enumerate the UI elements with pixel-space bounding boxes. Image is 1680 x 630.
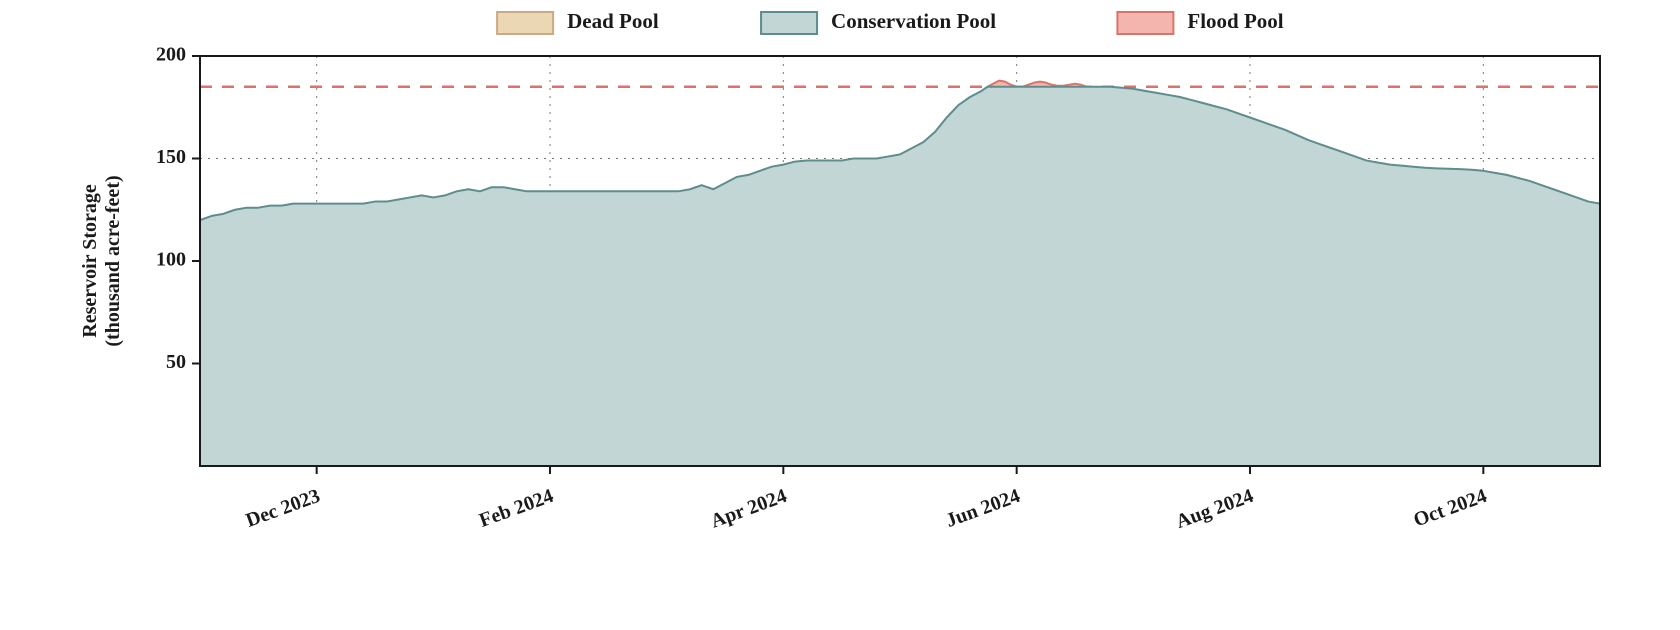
legend-swatch	[497, 12, 553, 34]
legend-swatch	[761, 12, 817, 34]
y-tick-label: 200	[156, 44, 186, 66]
reservoir-storage-chart: 50100150200Dec 2023Feb 2024Apr 2024Jun 2…	[0, 0, 1680, 630]
legend-swatch	[1117, 12, 1173, 34]
y-tick-label: 150	[156, 146, 186, 168]
legend-label: Conservation Pool	[831, 9, 996, 33]
legend-label: Flood Pool	[1187, 9, 1283, 33]
legend: Dead Pool Conservation Pool Flood Pool	[497, 9, 1284, 34]
legend-label: Dead Pool	[567, 9, 659, 33]
y-tick-label: 100	[156, 249, 186, 271]
y-tick-label: 50	[166, 351, 186, 373]
y-axis-label: Reservoir Storage(thousand acre-feet)	[79, 175, 124, 346]
svg-text:Reservoir Storage(thousand acr: Reservoir Storage(thousand acre-feet)	[79, 175, 124, 346]
chart-svg: 50100150200Dec 2023Feb 2024Apr 2024Jun 2…	[0, 0, 1680, 630]
